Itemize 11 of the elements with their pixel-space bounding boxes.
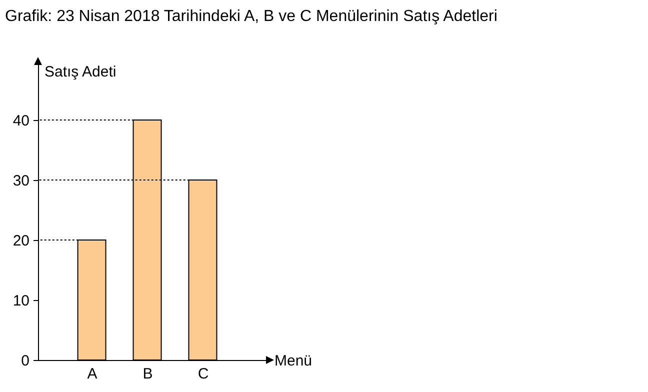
y-tick-label: 10: [12, 292, 30, 310]
y-tick-label: 20: [12, 232, 30, 250]
x-tick-label: A: [87, 366, 98, 382]
chart-title: Grafik: 23 Nisan 2018 Tarihindeki A, B ve C Menülerinin Satış Adetleri: [5, 8, 498, 25]
y-tick-label: 30: [12, 172, 30, 190]
y-axis-title: Satış Adeti: [44, 64, 116, 80]
x-tick-label: B: [142, 366, 153, 382]
x-axis-title: Menü: [274, 352, 312, 370]
x-tick-label: C: [198, 366, 209, 382]
y-tick-label: 40: [12, 112, 30, 130]
y-tick-label: 0: [21, 352, 30, 370]
